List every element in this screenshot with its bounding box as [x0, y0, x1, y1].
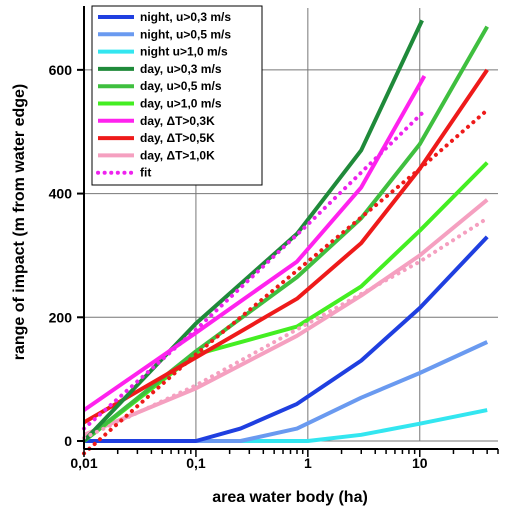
tick-labels: 0,01 0,1 1 10 0 200 400 600 [49, 62, 428, 471]
series-line [83, 198, 489, 437]
axes [77, 6, 499, 457]
x-tick-label: 0,1 [186, 455, 206, 471]
legend-label: fit [140, 166, 151, 180]
legend-label: night, u>0,5 m/s [140, 27, 231, 41]
x-tick-label: 0,01 [70, 455, 97, 471]
legend-label: day, u>0,3 m/s [140, 62, 222, 76]
legend-label: day, ΔT>1,0K [140, 148, 215, 162]
series-line [84, 340, 489, 443]
series-line [82, 75, 427, 412]
series-line [82, 68, 489, 425]
legend-label: night u>1,0 m/s [140, 45, 228, 59]
legend-label: day, u>0,5 m/s [140, 79, 222, 93]
y-tick-label: 200 [49, 309, 73, 325]
x-axis-title: area water body (ha) [212, 489, 368, 506]
plot-lines [82, 19, 490, 456]
legend-label: day, ΔT>0,5K [140, 131, 215, 145]
x-tick-label: 1 [304, 455, 312, 471]
x-tick-label: 10 [412, 455, 428, 471]
y-axis-title: range of impact (m from water edge) [11, 84, 28, 361]
legend-label: day, ΔT>0,3K [140, 114, 215, 128]
series-line [82, 111, 425, 431]
y-tick-label: 600 [49, 62, 73, 78]
legend-label: day, u>1,0 m/s [140, 97, 222, 111]
legend: night, u>0,3 m/s night, u>0,5 m/s night u>… [91, 5, 263, 186]
series-line [84, 408, 488, 443]
legend-label: night, u>0,3 m/s [140, 10, 231, 24]
y-tick-label: 0 [64, 433, 72, 449]
series-line [82, 108, 490, 456]
y-tick-label: 400 [49, 186, 73, 202]
series-line [82, 216, 490, 440]
series-line [84, 235, 489, 443]
